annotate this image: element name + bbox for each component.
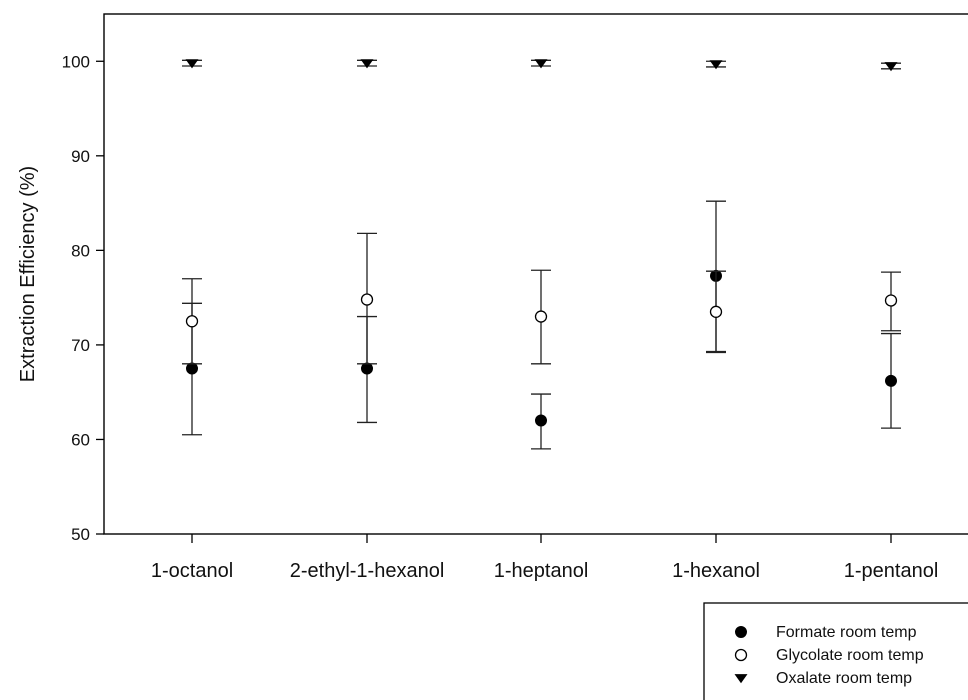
legend-label: Oxalate room temp (776, 670, 912, 687)
y-axis-ticks: 50 60 70 80 90 100 (62, 52, 104, 544)
data-point (361, 362, 373, 375)
data-point (185, 59, 199, 69)
x-category-label: 1-pentanol (844, 560, 939, 582)
x-axis-categories: 1-octanol 2-ethyl-1-hexanol 1-heptanol 1-he… (151, 534, 938, 582)
data-point (709, 305, 723, 318)
x-category-label: 1-hexanol (672, 560, 760, 582)
data-point (360, 59, 374, 69)
data-point (884, 294, 898, 307)
legend-box (703, 602, 968, 700)
data-point (885, 374, 897, 387)
data-point (534, 59, 548, 69)
y-axis-title: Extraction Efficiency (%) (17, 166, 39, 382)
legend-marker (735, 626, 747, 638)
legend-label: Glycolate room temp (776, 647, 924, 664)
x-category-label: 1-heptanol (494, 560, 589, 582)
y-tick-label: 100 (62, 52, 90, 71)
y-tick-label: 60 (71, 430, 90, 449)
data-series (182, 59, 901, 450)
data-point (884, 62, 898, 72)
data-point (186, 362, 198, 375)
data-point (360, 293, 374, 306)
data-point (709, 60, 723, 70)
data-point (535, 414, 547, 427)
plot-frame (103, 13, 968, 535)
x-category-label: 1-octanol (151, 560, 233, 582)
y-tick-label: 90 (71, 147, 90, 166)
series-3 (182, 59, 901, 72)
legend-marker (734, 674, 748, 684)
legend: Formate room temp Glycolate room temp Oxal… (703, 602, 968, 700)
data-point (185, 315, 199, 328)
legend-marker (734, 648, 748, 662)
x-category-label: 2-ethyl-1-hexanol (290, 560, 445, 582)
data-point (534, 310, 548, 323)
y-tick-label: 50 (71, 525, 90, 544)
series-2 (182, 232, 901, 365)
y-tick-label: 70 (71, 336, 90, 355)
y-tick-label: 80 (71, 241, 90, 260)
legend-label: Formate room temp (776, 624, 917, 641)
